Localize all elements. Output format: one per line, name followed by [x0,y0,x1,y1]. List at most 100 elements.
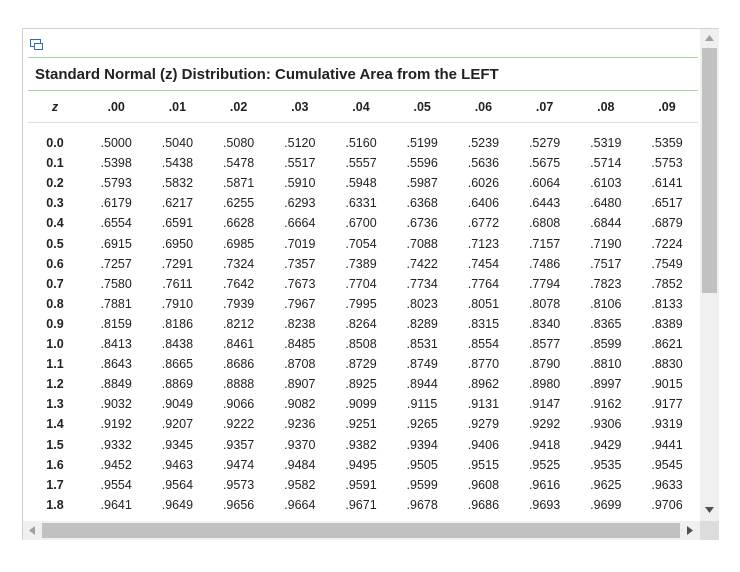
z-value: 0.6 [46,256,64,271]
probability-cell: .8186 [161,316,194,331]
probability-cell: .8051 [467,296,500,311]
popout-icon[interactable] [30,39,44,51]
probability-cell: .8438 [161,337,194,351]
probability-cell: .8888 [222,377,255,392]
probability-cell: .6844 [590,216,622,231]
probability-cell: .6879 [651,216,683,231]
probability-cell: .9484 [284,457,316,472]
probability-cell: .6736 [406,216,438,231]
probability-cell: .6217 [161,196,194,211]
probability-cell: .9515 [467,457,500,472]
probability-cell: .5714 [590,156,622,171]
probability-cell: .6103 [590,176,622,191]
title-top-rule [28,57,698,58]
column-header: .02 [229,100,248,114]
probability-cell: .7054 [345,236,377,251]
probability-cell: .9049 [161,397,194,412]
probability-cell: .8106 [590,296,622,311]
probability-cell: .9115 [407,397,438,412]
probability-cell: .8461 [222,337,255,351]
probability-cell: .5160 [345,136,377,150]
horizontal-scroll-thumb[interactable] [42,523,680,538]
probability-cell: .6950 [161,236,194,251]
probability-cell: .9625 [590,477,622,492]
probability-cell: .7642 [222,276,255,291]
probability-cell: .9162 [590,397,622,412]
probability-cell: .5517 [284,156,316,171]
probability-cell: .8869 [161,377,194,392]
probability-cell: .9699 [590,497,622,512]
column-header: .01 [168,100,187,114]
probability-cell: .7257 [100,256,132,271]
probability-cell: .8264 [345,316,377,331]
probability-cell: .9192 [100,417,132,432]
probability-cell: .9099 [345,397,377,412]
probability-cell: .7422 [406,256,438,271]
probability-cell: .6406 [467,196,500,211]
probability-cell: .5080 [222,136,255,150]
vertical-scroll-thumb[interactable] [702,48,717,293]
probability-cell: .8340 [528,316,561,331]
scroll-right-arrow[interactable] [687,526,693,535]
probability-cell: .7734 [406,276,438,291]
scroll-down-arrow[interactable] [705,507,714,513]
probability-cell: .6179 [100,196,132,211]
probability-cell: .9649 [161,497,194,512]
probability-cell: .8485 [284,337,316,351]
probability-cell: .9236 [284,417,316,432]
z-value: 0.9 [46,316,64,331]
probability-cell: .9564 [161,477,194,492]
column-header: .09 [658,100,676,114]
scroll-corner [700,521,719,540]
scroll-up-arrow[interactable] [705,35,714,41]
probability-cell: .6915 [100,236,132,251]
probability-cell: .9608 [467,477,500,492]
probability-cell: .9279 [467,417,500,432]
z-table: z .00 .01 .02 .03 .04 .05 .06 .07 .08 .09 0.0 .5000.… [23,29,700,521]
probability-cell: .5987 [406,176,438,191]
probability-cell: .8238 [284,316,316,331]
horizontal-scrollbar[interactable] [23,521,700,540]
probability-cell: .8770 [467,357,500,372]
probability-cell: .9015 [651,377,683,392]
probability-cell: .9147 [528,397,561,412]
z-value: 0.8 [46,296,64,311]
probability-cell: .9370 [284,437,316,452]
probability-cell: .7389 [345,256,377,271]
probability-cell: .9693 [528,497,561,512]
probability-cell: .7764 [467,276,500,291]
probability-cell: .8078 [528,296,561,311]
vertical-scrollbar[interactable] [700,29,719,521]
scroll-left-arrow[interactable] [29,526,35,535]
z-value: 0.0 [46,136,64,150]
probability-cell: .6331 [345,196,377,211]
probability-cell: .8365 [590,316,622,331]
probability-cell: .8962 [467,377,500,392]
probability-cell: .5793 [100,176,132,191]
probability-cell: .9357 [222,437,255,452]
probability-cell: .9452 [100,457,132,472]
probability-cell: .9664 [284,497,316,512]
probability-cell: .8315 [467,316,500,331]
probability-cell: .7967 [284,296,316,311]
title-bottom-rule [28,90,698,91]
probability-cell: .5675 [528,156,561,171]
probability-cell: .9474 [222,457,255,472]
probability-cell: .9265 [406,417,438,432]
probability-cell: .9641 [100,497,132,512]
probability-cell: .8749 [406,357,438,372]
probability-cell: .6628 [222,216,255,231]
probability-cell: .6772 [467,216,500,231]
probability-cell: .7190 [590,236,622,251]
z-value: 1.7 [46,477,64,492]
probability-cell: .8849 [100,377,132,392]
probability-cell: .9306 [590,417,622,432]
probability-cell: .5239 [467,136,500,150]
probability-cell: .8508 [345,337,377,351]
probability-cell: .9207 [161,417,194,432]
probability-cell: .5832 [161,176,194,191]
probability-cell: .9591 [345,477,377,492]
probability-cell: .7939 [222,296,255,311]
probability-cell: .6517 [651,196,683,211]
probability-cell: .8708 [284,357,316,372]
